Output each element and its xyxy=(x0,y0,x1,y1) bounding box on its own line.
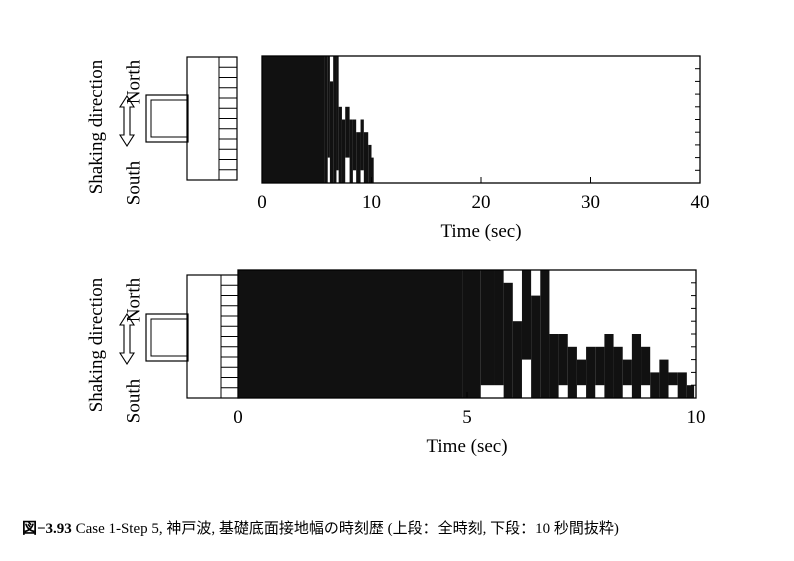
shaking-direction-label: Shaking direction xyxy=(86,277,107,412)
contact-width-bar xyxy=(567,346,577,398)
contact-width-bar xyxy=(356,132,361,183)
contact-width-bar xyxy=(650,372,660,398)
contact-width-bar xyxy=(324,56,328,183)
x-tick-label: 30 xyxy=(581,192,600,213)
contact-width-bar xyxy=(327,56,330,158)
foundation-model-icon xyxy=(145,274,240,399)
contact-width-bar xyxy=(586,346,596,398)
contact-width-bar xyxy=(480,270,495,386)
contact-width-bar xyxy=(549,334,559,398)
contact-width-bar xyxy=(503,282,513,398)
contact-width-bar xyxy=(531,295,541,398)
x-tick-label: 0 xyxy=(257,192,267,213)
bottom-chart-panel: Shaking direction North South 0 5 10 Time (sec… xyxy=(86,269,706,457)
contact-width-bar xyxy=(363,132,369,183)
contact-width-bar xyxy=(540,270,550,398)
south-label: South xyxy=(124,160,145,205)
x-tick-label: 10 xyxy=(362,192,381,213)
footing-inner-outline xyxy=(150,99,189,138)
double-arrow-icon xyxy=(118,94,136,148)
contact-width-bar xyxy=(595,346,605,386)
x-tick-label: 10 xyxy=(687,407,706,428)
north-label: North xyxy=(124,277,145,322)
contact-width-bar xyxy=(341,119,346,183)
south-label: South xyxy=(124,378,145,423)
contact-width-bar xyxy=(512,321,522,398)
contact-width-bar xyxy=(345,106,350,158)
contact-width-bar xyxy=(462,270,481,398)
contact-width-bar xyxy=(360,119,364,171)
contact-width-bar xyxy=(558,334,568,386)
x-tick-label: 5 xyxy=(462,407,472,428)
contact-width-bar xyxy=(668,372,678,386)
foundation-model-icon xyxy=(145,56,238,181)
contact-width-bar xyxy=(677,372,687,398)
contact-width-bar xyxy=(336,56,339,171)
arrow-shape xyxy=(118,94,136,148)
arrow-shape xyxy=(118,312,136,366)
footing-outline xyxy=(145,313,189,362)
contact-width-bar xyxy=(338,106,342,183)
contact-width-bar xyxy=(659,359,669,398)
footing-outline xyxy=(145,94,189,143)
x-tick-label: 40 xyxy=(691,192,710,213)
footing-inner-outline xyxy=(150,318,189,357)
double-arrow-icon xyxy=(118,312,136,366)
contact-width-bar xyxy=(494,270,504,386)
contact-width-bar xyxy=(631,334,642,398)
contact-width-bar xyxy=(329,81,334,183)
x-tick-label: 0 xyxy=(233,407,243,428)
x-axis-label: Time (sec) xyxy=(440,221,521,242)
top-chart-panel: Shaking direction North South 0 10 20 30 40 Time… xyxy=(86,55,710,242)
contact-width-bar xyxy=(333,56,337,183)
contact-width-bar xyxy=(262,56,325,183)
contact-width-bar xyxy=(622,359,632,386)
contact-width-bar xyxy=(349,119,353,183)
contact-width-bar xyxy=(238,270,463,398)
shaking-direction-label: Shaking direction xyxy=(86,59,107,194)
contact-width-bar xyxy=(521,270,532,360)
contact-width-bar xyxy=(352,119,357,171)
caption-text: Case 1-Step 5, 神戸波, 基礎底面接地幅の時刻歴 (上段：全時刻,… xyxy=(71,521,619,537)
contact-width-bar xyxy=(604,334,614,398)
x-axis-label: Time (sec) xyxy=(426,436,507,457)
contact-width-bar xyxy=(613,346,623,398)
contact-width-bar xyxy=(371,157,374,183)
north-label: North xyxy=(124,59,145,104)
figure-caption: 図−3.93 Case 1-Step 5, 神戸波, 基礎底面接地幅の時刻歴 (… xyxy=(22,517,792,538)
contact-width-bar xyxy=(686,385,695,398)
contact-width-bar xyxy=(368,144,372,183)
contact-width-bar xyxy=(576,359,587,386)
contact-width-bar xyxy=(641,346,651,386)
x-tick-label: 20 xyxy=(472,192,491,213)
figure-number: 図−3.93 xyxy=(22,521,72,537)
